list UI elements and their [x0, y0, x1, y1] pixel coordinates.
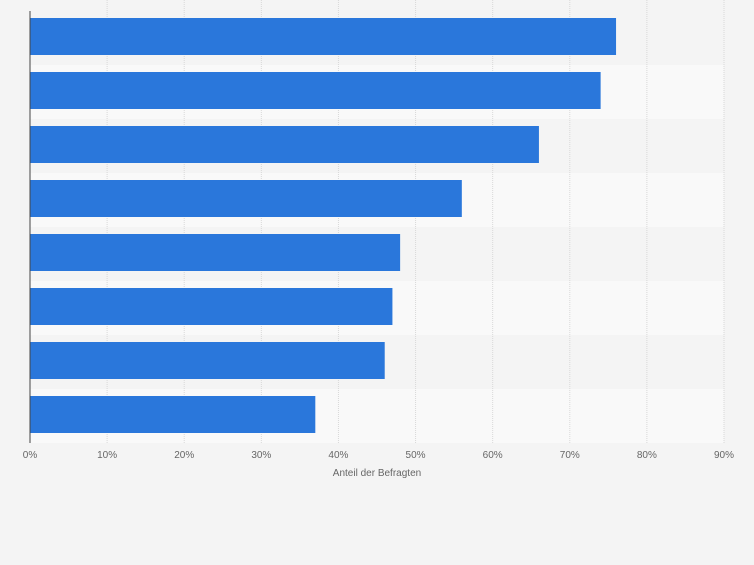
x-tick-label: 10% [97, 450, 117, 461]
bar[interactable] [30, 234, 401, 271]
x-tick-label: 40% [328, 450, 348, 461]
bars [30, 18, 617, 433]
bar[interactable] [30, 288, 393, 325]
bar[interactable] [30, 180, 462, 217]
bar[interactable] [30, 342, 385, 379]
bar[interactable] [30, 72, 601, 109]
x-tick-label: 0% [23, 450, 38, 461]
x-tick-labels: 0% 10% 20% 30% 40% 50% 60% 70% 80% 90% [23, 450, 734, 461]
x-tick-label: 70% [560, 450, 580, 461]
bar[interactable] [30, 396, 316, 433]
x-tick-label: 60% [483, 450, 503, 461]
x-tick-label: 30% [251, 450, 271, 461]
x-tick-label: 90% [714, 450, 734, 461]
x-tick-label: 80% [637, 450, 657, 461]
x-axis-label: Anteil der Befragten [333, 468, 421, 479]
x-tick-label: 20% [174, 450, 194, 461]
bar[interactable] [30, 18, 617, 55]
bar[interactable] [30, 126, 539, 163]
x-tick-label: 50% [406, 450, 426, 461]
